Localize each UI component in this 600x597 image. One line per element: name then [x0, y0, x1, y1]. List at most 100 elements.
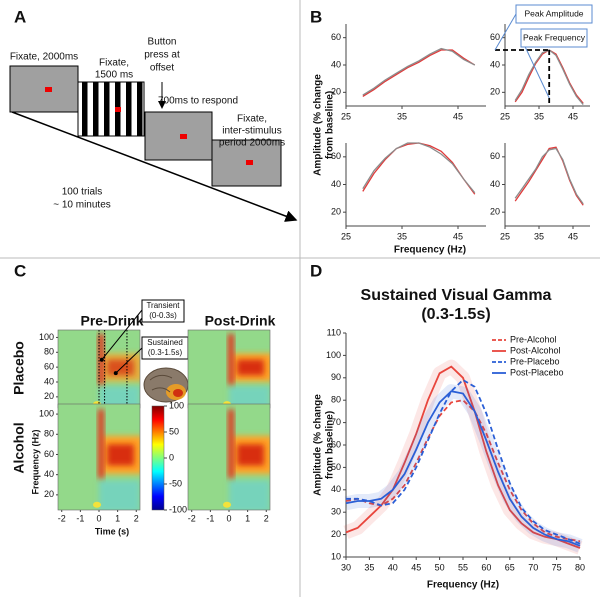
x-tick-label: 25 — [341, 231, 351, 241]
x-axis-label: Frequency (Hz) — [394, 245, 466, 256]
panel-label: A — [14, 7, 26, 26]
stripe — [93, 82, 99, 136]
heatmap-low — [99, 480, 140, 510]
x-tick-label: 0 — [226, 513, 231, 523]
x-tick-label: 45 — [411, 562, 421, 572]
panel-label: C — [14, 261, 26, 280]
series-line — [345, 390, 581, 547]
chart-subtitle: (0.3-1.5s) — [421, 306, 490, 323]
panel-label: B — [310, 7, 322, 26]
y-axis-label: Amplitude (% change — [313, 394, 324, 496]
colorbar-tick-label: -50 — [169, 478, 182, 488]
y-tick-label: 20 — [331, 207, 341, 217]
x-tick-label: -2 — [58, 513, 66, 523]
x-tick-label: 2 — [134, 513, 139, 523]
y-tick-label: 60 — [490, 151, 500, 161]
fixation-dot — [246, 160, 253, 165]
colorbar-scale — [151, 405, 165, 511]
x-tick-label: 1 — [245, 513, 250, 523]
x-axis-label: Time (s) — [95, 526, 129, 536]
y-tick-label: 40 — [331, 484, 341, 494]
callout — [494, 13, 517, 51]
y-tick-label: 50 — [331, 462, 341, 472]
heatmap-transient — [228, 409, 234, 479]
x-tick-label: 30 — [341, 562, 351, 572]
annotation: Sustained — [147, 338, 183, 347]
screen-label: inter-stimulus — [222, 126, 281, 137]
x-tick-label: -1 — [76, 513, 84, 523]
fixation-dot — [180, 134, 187, 139]
legend-label: Post-Placebo — [510, 367, 564, 377]
button-label: offset — [150, 63, 174, 74]
row-label: Placebo — [11, 341, 27, 395]
x-tick-label: 1 — [115, 513, 120, 523]
annotation-box — [141, 299, 185, 323]
legend-label: Pre-Alcohol — [510, 334, 557, 344]
screen-label: Fixate, — [237, 114, 267, 125]
screen-label: Fixate, — [99, 58, 129, 69]
x-tick-label: 70 — [528, 562, 538, 572]
screen — [77, 81, 145, 137]
y-axis-label: Frequency (Hz) — [30, 429, 40, 494]
screen-label: period 2000ms — [219, 138, 285, 149]
y-tick-label: 110 — [327, 327, 341, 337]
x-tick-label: 65 — [505, 562, 515, 572]
annotation: Peak Frequency — [523, 32, 586, 42]
x-tick-label: 25 — [500, 111, 510, 121]
button-label: Button — [148, 37, 177, 48]
colorbar — [151, 405, 165, 511]
x-axis-label: Frequency (Hz) — [427, 580, 499, 591]
y-tick-label: 40 — [490, 179, 500, 189]
y-tick-label: 80 — [44, 347, 54, 357]
task-diagram: Fixate, 2000ms Fixate, 1500 ms 700ms to … — [9, 37, 298, 222]
y-tick-label: 40 — [490, 59, 500, 69]
y-axis-label: Amplitude (% change — [313, 74, 324, 176]
y-tick-label: 20 — [490, 207, 500, 217]
colorbar-tick-label: 100 — [169, 400, 184, 410]
colorbar-tick-label: -100 — [169, 504, 187, 514]
brain-icon — [143, 367, 189, 403]
y-tick-label: 100 — [39, 332, 54, 342]
x-tick-label: 45 — [568, 231, 578, 241]
heatmap — [58, 330, 140, 408]
heatmap-sustained-inner — [237, 359, 264, 376]
x-tick-label: 45 — [568, 111, 578, 121]
y-tick-label: 20 — [44, 391, 54, 401]
y-tick-label: 100 — [326, 350, 341, 360]
callout — [101, 309, 143, 361]
annotation: Transient — [146, 301, 180, 310]
x-tick-label: 45 — [453, 111, 463, 121]
annotation: Peak Amplitude — [524, 8, 583, 18]
x-tick-label: 35 — [534, 111, 544, 121]
heatmap-low — [99, 386, 140, 408]
y-tick-label: 40 — [44, 376, 54, 386]
annotation-box — [515, 4, 593, 24]
heatmap-sustained-inner — [107, 359, 134, 376]
callout — [115, 347, 143, 374]
x-tick-label: 25 — [500, 231, 510, 241]
x-tick-label: 35 — [397, 111, 407, 121]
x-tick-label: 35 — [534, 231, 544, 241]
series-line — [362, 142, 476, 194]
series-line — [362, 142, 476, 195]
x-tick-label: 35 — [397, 231, 407, 241]
y-tick-label: 60 — [44, 449, 54, 459]
y-tick-label: 60 — [490, 32, 500, 42]
x-tick-label: 80 — [575, 562, 585, 572]
colorbar-tick-label: 50 — [169, 426, 179, 436]
screen-label: 700ms to respond — [158, 96, 238, 107]
annotation: (0.3-1.5s) — [148, 348, 183, 357]
colorbar-tick-label: 0 — [169, 452, 174, 462]
y-tick-label: 90 — [331, 372, 341, 382]
y-tick-label: 70 — [331, 417, 341, 427]
heatmap — [188, 330, 270, 408]
column-label: Pre-Drink — [80, 313, 143, 329]
heatmap — [188, 404, 270, 510]
chart-title: Sustained Visual Gamma — [361, 287, 552, 304]
y-tick-label: 80 — [331, 395, 341, 405]
annotation: (0-0.3s) — [149, 311, 177, 320]
screen — [144, 111, 213, 161]
y-tick-label: 100 — [39, 408, 54, 418]
fixation-dot — [115, 107, 121, 112]
series-line — [514, 147, 584, 205]
